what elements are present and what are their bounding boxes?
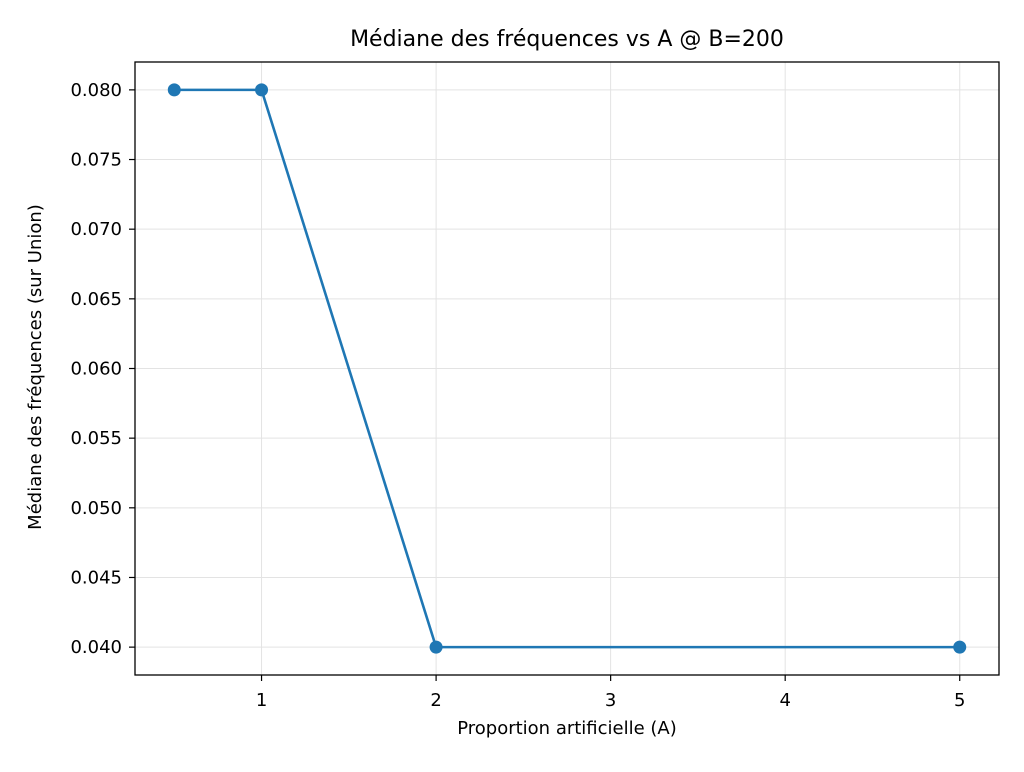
y-tick-label: 0.080	[70, 80, 122, 101]
x-tick-label: 2	[430, 690, 441, 711]
y-tick-label: 0.065	[70, 289, 122, 310]
data-point	[167, 83, 181, 97]
y-tick-label: 0.050	[70, 498, 122, 519]
y-tick-label: 0.075	[70, 150, 122, 171]
x-tick-label: 1	[256, 690, 267, 711]
y-tick-label: 0.040	[70, 637, 122, 658]
ticks: 1 2 3 4 5 0.040 0.045 0.050 0.055 0.060 0.065 0.070…	[70, 80, 965, 711]
y-axis-label: Médiane des fréquences (sur Union)	[25, 204, 46, 530]
series-line	[174, 88, 960, 649]
y-tick-label: 0.055	[70, 428, 122, 449]
chart-title: Médiane des fréquences vs A @ B=200	[350, 27, 784, 52]
data-point	[255, 83, 269, 97]
x-tick-label: 4	[779, 690, 790, 711]
x-axis-label: Proportion artificielle (A)	[457, 718, 677, 739]
series-layer	[167, 83, 967, 654]
y-tick-label: 0.070	[70, 219, 122, 240]
data-point	[429, 640, 443, 654]
y-tick-label: 0.060	[70, 359, 122, 380]
x-tick-label: 3	[605, 690, 616, 711]
y-tick-label: 0.045	[70, 567, 122, 588]
data-point	[953, 640, 967, 654]
x-tick-label: 5	[954, 690, 965, 711]
